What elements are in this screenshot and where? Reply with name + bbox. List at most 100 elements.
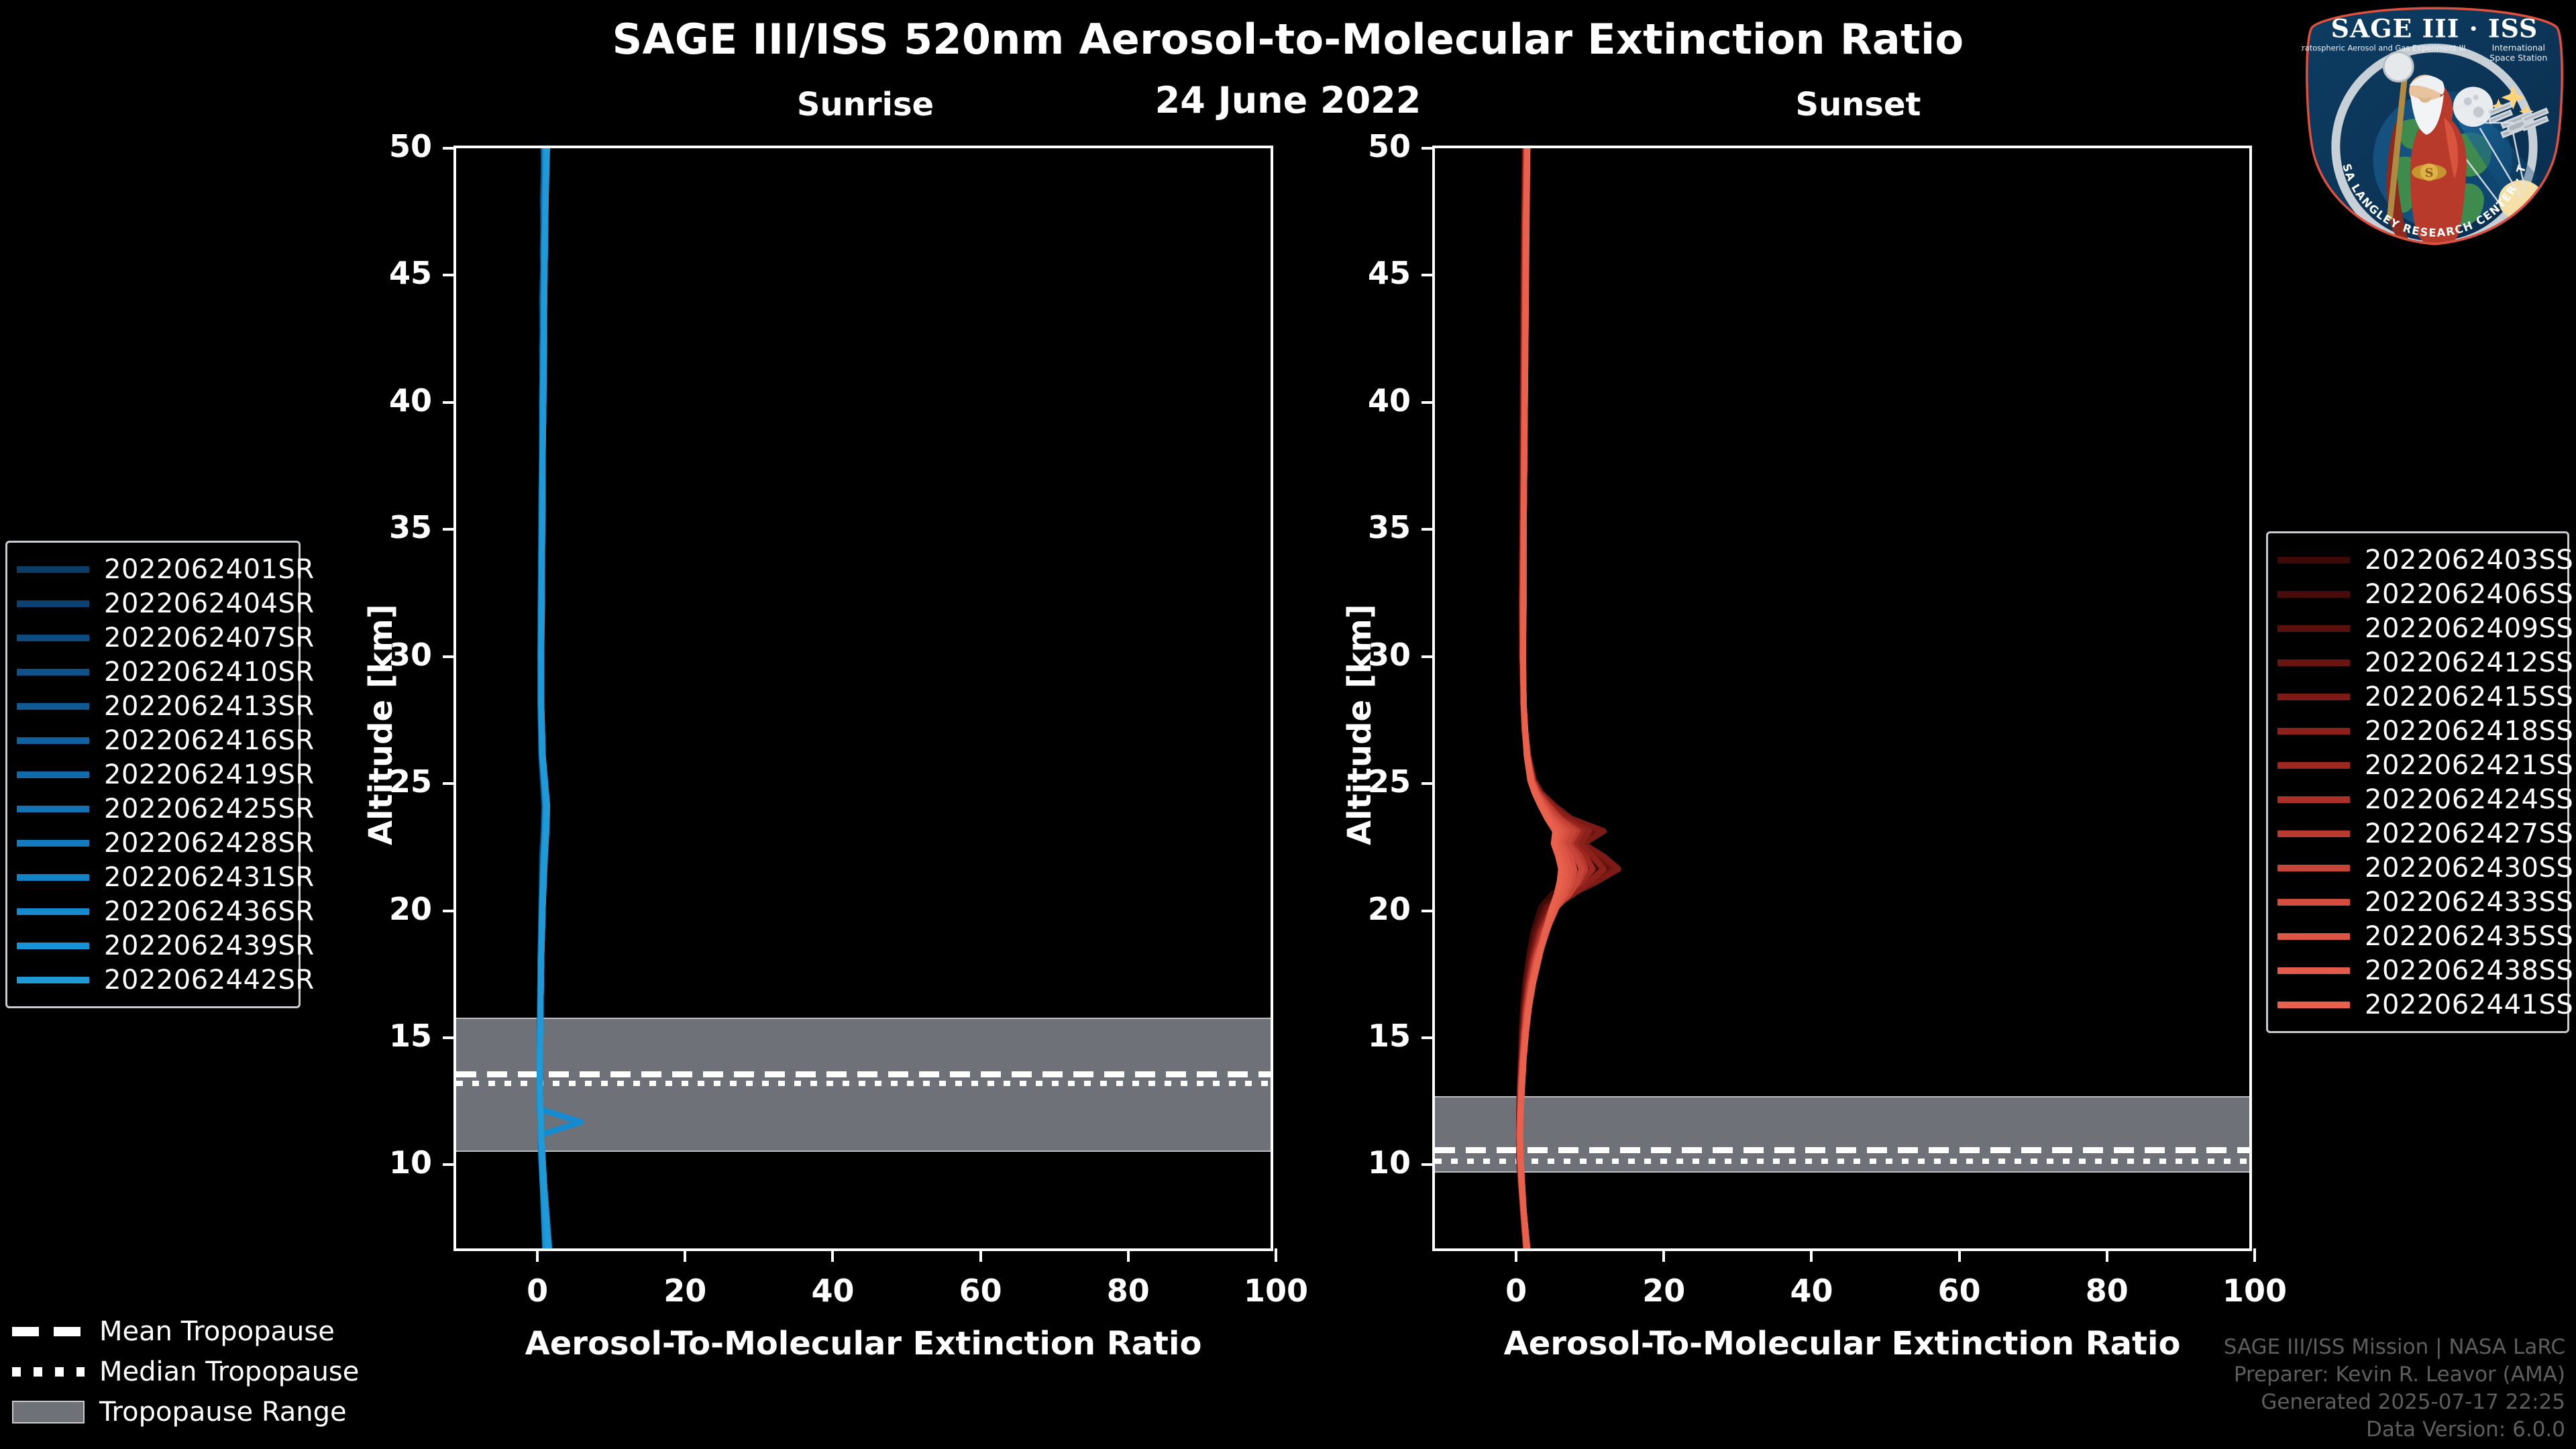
y-axis-tick-label: 10 [388, 1144, 432, 1181]
logo-subtitle-left: Stratospheric Aerosol and Gas Experiment… [2301, 44, 2466, 53]
legend-item[interactable]: 2022062435SS [2277, 919, 2573, 953]
sunrise-median-tropopause-line [456, 1081, 1271, 1087]
legend-item[interactable]: 2022062439SR [17, 928, 314, 963]
legend-item-tropopause-range: Tropopause Range [12, 1392, 388, 1432]
sunset-panel-title: Sunset [1795, 86, 1921, 123]
legend-item[interactable]: 2022062421SS [2277, 748, 2573, 782]
y-axis-tick-label: 25 [388, 763, 432, 800]
x-axis-tick [831, 1248, 835, 1262]
x-axis-tick-label: 80 [1106, 1273, 1150, 1309]
footer-line-data-version: Data Version: 6.0.0 [2365, 1417, 2565, 1442]
y-axis-tick [443, 782, 456, 786]
x-axis-tick-label: 80 [2085, 1273, 2129, 1309]
y-axis-tick [1421, 1163, 1435, 1167]
legend-item[interactable]: 2022062425SR [17, 792, 314, 826]
legend-item[interactable]: 2022062442SR [17, 963, 314, 997]
legend-item[interactable]: 2022062431SR [17, 860, 314, 894]
legend-color-swatch [17, 839, 89, 847]
series-line [1516, 148, 1589, 1248]
legend-color-swatch [17, 771, 89, 778]
x-axis-tick [1126, 1248, 1130, 1262]
y-axis-tick [1421, 909, 1435, 912]
sunrise-series-lines [537, 148, 584, 1248]
legend-item[interactable]: 2022062428SR [17, 826, 314, 860]
legend-item[interactable]: 2022062406SS [2277, 577, 2573, 611]
page-title: SAGE III/ISS 520nm Aerosol-to-Molecular … [612, 15, 1964, 64]
series-line [1516, 148, 1596, 1248]
y-axis-tick-label: 35 [388, 509, 432, 546]
legend-color-swatch [2277, 796, 2350, 803]
legend-label: 2022062412SS [2365, 647, 2574, 678]
y-axis-tick-label: 45 [388, 255, 432, 292]
legend-item[interactable]: 2022062410SR [17, 655, 314, 689]
legend-label: 2022062436SR [104, 896, 315, 927]
y-axis-tick [443, 909, 456, 912]
legend-label: 2022062442SR [104, 964, 315, 996]
legend-color-swatch [17, 668, 89, 676]
legend-label: 2022062438SS [2365, 955, 2574, 986]
sunrise-panel-title: Sunrise [796, 86, 934, 123]
legend-item[interactable]: 2022062407SR [17, 621, 314, 655]
legend-label-median-tropopause: Median Tropopause [99, 1356, 360, 1387]
y-axis-tick [443, 400, 456, 404]
legend-color-swatch [17, 634, 89, 641]
sunset-mean-tropopause-line [1435, 1147, 2249, 1154]
legend-color-swatch [2277, 556, 2350, 564]
legend-item[interactable]: 2022062403SS [2277, 543, 2573, 577]
legend-label: 2022062406SS [2365, 578, 2574, 610]
legend-color-swatch [2277, 625, 2350, 632]
wizard-figure: S [2382, 51, 2467, 244]
series-line [1516, 148, 1600, 1248]
x-axis-tick-label: 100 [2222, 1273, 2288, 1309]
legend-item[interactable]: 2022062413SR [17, 689, 314, 723]
tropopause-legend: Mean Tropopause Median Tropopause Tropop… [12, 1311, 388, 1432]
legend-label: 2022062433SS [2365, 886, 2574, 918]
dashed-line-icon [12, 1327, 85, 1336]
legend-item[interactable]: 2022062401SR [17, 552, 314, 586]
legend-item[interactable]: 2022062430SS [2277, 851, 2573, 885]
x-axis-tick-label: 40 [1790, 1273, 1833, 1309]
legend-item[interactable]: 2022062404SR [17, 586, 314, 621]
legend-label: 2022062407SR [104, 622, 315, 653]
series-line [1516, 148, 1611, 1248]
legend-label: 2022062418SS [2365, 715, 2574, 747]
x-axis-tick-label: 60 [959, 1273, 1002, 1309]
y-axis-tick [443, 274, 456, 277]
legend-label-mean-tropopause: Mean Tropopause [99, 1316, 335, 1347]
legend-color-swatch [2277, 590, 2350, 598]
legend-item-median-tropopause: Median Tropopause [12, 1352, 388, 1392]
sunset-series-lines [1516, 148, 1621, 1248]
legend-label: 2022062404SR [104, 588, 315, 619]
y-axis-tick [1421, 400, 1435, 404]
y-axis-tick [1421, 147, 1435, 150]
legend-item[interactable]: 2022062409SS [2277, 611, 2573, 645]
legend-label: 2022062421SS [2365, 749, 2574, 781]
legend-item[interactable]: 2022062416SR [17, 723, 314, 757]
y-axis-tick [1421, 782, 1435, 786]
y-axis-tick-label: 45 [1367, 255, 1411, 292]
legend-item[interactable]: 2022062438SS [2277, 953, 2573, 987]
sunrise-plot-clip [456, 148, 1271, 1248]
legend-item[interactable]: 2022062418SS [2277, 714, 2573, 748]
legend-item[interactable]: 2022062433SS [2277, 885, 2573, 919]
legend-item[interactable]: 2022062424SS [2277, 782, 2573, 816]
legend-label: 2022062410SR [104, 656, 315, 688]
x-axis-tick-label: 0 [527, 1273, 549, 1309]
series-line [1516, 148, 1614, 1248]
legend-item[interactable]: 2022062436SR [17, 894, 314, 928]
y-axis-tick [443, 655, 456, 658]
legend-label: 2022062441SS [2365, 989, 2574, 1020]
series-line [1516, 148, 1618, 1248]
legend-item[interactable]: 2022062441SS [2277, 987, 2573, 1022]
legend-item[interactable]: 2022062419SR [17, 757, 314, 792]
x-axis-tick [1275, 1248, 1277, 1262]
y-axis-tick-label: 20 [1367, 890, 1411, 927]
legend-item[interactable]: 2022062412SS [2277, 645, 2573, 680]
legend-color-swatch [17, 566, 89, 573]
legend-item[interactable]: 2022062415SS [2277, 680, 2573, 714]
logo-main-text: SAGE III · ISS [2331, 14, 2538, 44]
legend-item[interactable]: 2022062427SS [2277, 816, 2573, 851]
footer-line-preparer: Preparer: Kevin R. Leavor (AMA) [2233, 1362, 2565, 1387]
legend-color-swatch [17, 873, 89, 881]
